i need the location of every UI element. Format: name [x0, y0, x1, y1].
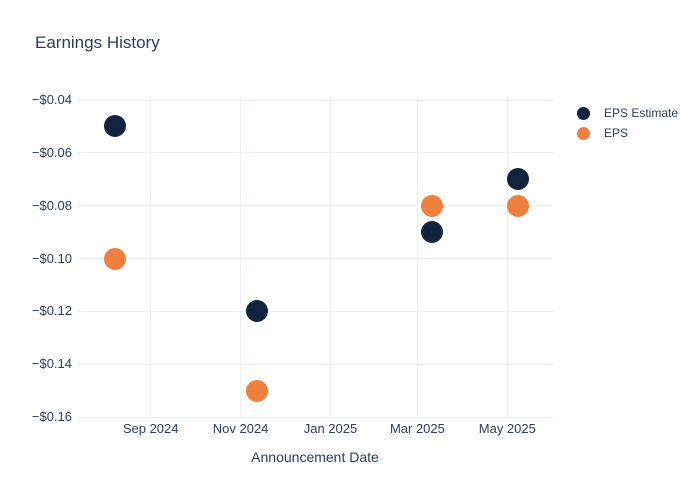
data-point-eps-estimate[interactable] [104, 115, 127, 138]
h-gridline [77, 363, 553, 365]
x-tick-label: May 2025 [478, 421, 536, 436]
legend-label: EPS [604, 126, 629, 140]
legend-label: EPS Estimate [604, 106, 679, 120]
v-gridline [416, 96, 418, 418]
data-point-eps-estimate[interactable] [245, 300, 268, 323]
y-tick-label: −$0.14 [31, 356, 72, 372]
y-tick-label: −$0.04 [31, 92, 72, 107]
x-tick-label: Jan 2025 [303, 421, 358, 436]
data-point-eps[interactable] [104, 247, 127, 270]
h-gridline [77, 416, 553, 418]
v-gridline [329, 96, 331, 418]
h-gridline [77, 205, 553, 207]
y-tick-label: −$0.12 [31, 303, 72, 319]
chart-title: Earnings History [35, 33, 160, 52]
legend-marker-icon [577, 106, 590, 120]
v-gridline [150, 96, 152, 418]
y-tick-label: −$0.06 [31, 144, 72, 160]
legend-marker-icon [577, 126, 590, 140]
v-gridline [240, 96, 242, 418]
v-gridline [506, 96, 508, 418]
data-point-eps-estimate[interactable] [506, 168, 529, 191]
y-tick-label: −$0.10 [31, 250, 72, 266]
data-point-eps[interactable] [245, 379, 268, 402]
x-tick-label: Sep 2024 [122, 421, 179, 436]
legend-item-eps[interactable]: EPS [577, 123, 678, 143]
x-tick-label: Nov 2024 [212, 421, 269, 436]
x-tick-label: Mar 2025 [389, 421, 445, 436]
legend: EPS Estimate EPS [577, 103, 678, 143]
data-point-eps-estimate[interactable] [421, 221, 444, 244]
h-gridline [77, 99, 553, 101]
x-axis-title: Announcement Date [251, 449, 379, 465]
h-gridline [77, 258, 553, 259]
h-gridline [77, 152, 553, 154]
h-gridline [77, 310, 553, 312]
y-tick-label: −$0.16 [31, 409, 72, 424]
data-point-eps[interactable] [506, 194, 529, 217]
legend-item-eps-estimate[interactable]: EPS Estimate [577, 103, 678, 123]
data-point-eps[interactable] [421, 194, 444, 217]
y-tick-label: −$0.08 [31, 197, 72, 213]
